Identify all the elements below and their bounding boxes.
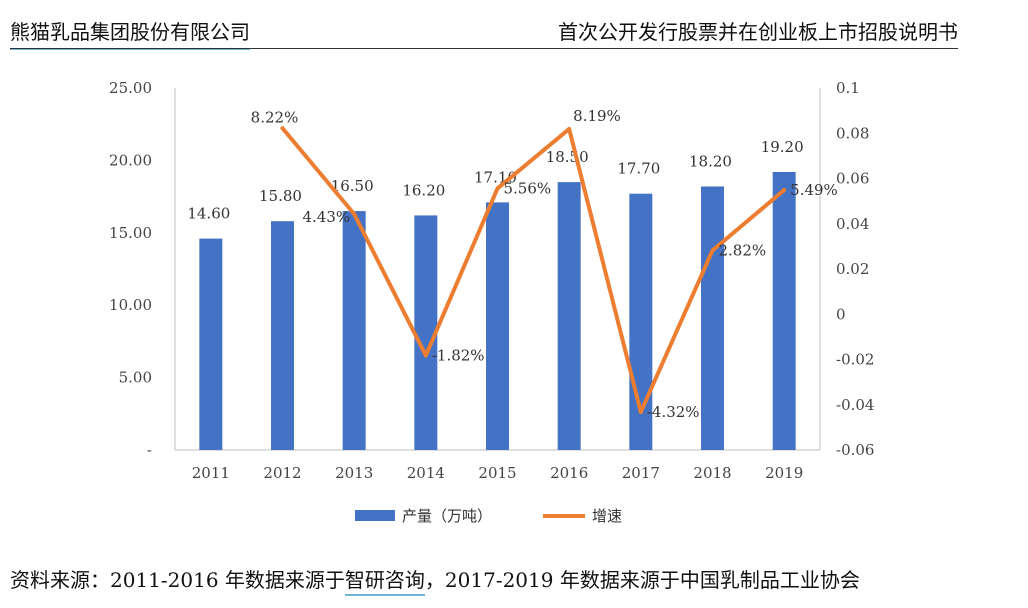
bar-value-label: 14.60 [187, 205, 230, 223]
growth-series-line [280, 126, 787, 414]
legend-label-line: 增速 [592, 507, 622, 525]
left-tick-label: 25.00 [109, 79, 152, 97]
company-name: 熊猫乳品集团股份有限公司 [10, 16, 250, 50]
document-title: 首次公开发行股票并在创业板上市招股说明书 [558, 20, 958, 44]
growth-value-label: -1.82% [432, 346, 485, 364]
legend-label-bar: 产量（万吨） [402, 507, 492, 525]
bars [199, 171, 796, 451]
right-tick-label: 0.06 [836, 170, 869, 188]
bar [772, 171, 796, 450]
bar [486, 202, 509, 450]
growth-point [280, 126, 285, 131]
left-tick-label: 20.00 [109, 151, 152, 169]
x-tick-label: 2015 [478, 464, 516, 482]
growth-point [782, 188, 787, 193]
bar [701, 186, 724, 451]
bar [414, 215, 438, 450]
x-tick-label: 2019 [765, 464, 803, 482]
x-tick-label: 2011 [192, 464, 230, 482]
growth-point [567, 126, 572, 131]
growth-value-label: 5.49% [790, 181, 838, 199]
x-tick-label: 2017 [622, 464, 660, 482]
source-highlight: 智研咨询 [344, 568, 425, 592]
legend: 产量（万吨） 增速 [355, 507, 622, 525]
growth-value-label: -4.32% [647, 403, 700, 421]
growth-line [280, 126, 787, 414]
header-divider [10, 48, 958, 49]
left-tick-label: 10.00 [109, 296, 152, 314]
left-tick-label: - [147, 441, 152, 459]
bar-value-label: 18.50 [546, 148, 589, 166]
bar [199, 238, 223, 450]
x-tick-label: 2013 [335, 464, 373, 482]
right-tick-label: 0.08 [836, 124, 869, 142]
right-tick-label: 0.02 [836, 260, 869, 278]
growth-value-label: 8.22% [251, 108, 299, 126]
bar-value-label: 16.20 [402, 181, 445, 199]
right-tick-label: 0.1 [836, 79, 860, 97]
growth-value-label: 2.82% [719, 241, 767, 259]
growth-labels: 8.22% 4.43% -1.82% 5.56% 8.19% -4.32% 2.82% 5.4… [251, 107, 838, 421]
growth-point [352, 212, 357, 217]
right-tick-label: 0.04 [836, 215, 869, 233]
bar [342, 211, 366, 450]
x-tick-label: 2018 [693, 464, 731, 482]
right-tick-label: -0.02 [836, 351, 874, 369]
growth-point [638, 409, 643, 414]
right-tick-label: -0.06 [836, 441, 874, 459]
legend-swatch-bar [355, 510, 395, 521]
growth-point [495, 186, 500, 191]
bar-value-label: 16.50 [331, 177, 374, 195]
bar-value-label: 15.80 [259, 187, 302, 205]
right-axis-ticks: -0.06 -0.04 -0.02 0 0.02 0.04 0.06 0.08 0.1 [836, 79, 874, 459]
left-axis-ticks: - 5.00 10.00 15.00 20.00 25.00 [109, 79, 152, 459]
bar-value-label: 18.20 [689, 152, 732, 170]
x-tick-label: 2016 [550, 464, 588, 482]
company-underline [10, 48, 250, 50]
x-axis-ticks: 2011 2012 2013 2014 2015 2016 2017 2018 2019 [192, 464, 804, 482]
bar [271, 221, 294, 450]
x-tick-label: 2012 [263, 464, 301, 482]
right-tick-label: 0 [836, 305, 846, 323]
data-source-note: 资料来源：2011-2016 年数据来源于智研咨询，2017-2019 年数据来… [10, 568, 860, 592]
x-tick-label: 2014 [407, 464, 445, 482]
growth-point [423, 353, 428, 358]
growth-point [710, 248, 715, 253]
growth-value-label: 5.56% [504, 179, 552, 197]
bar-value-label: 19.20 [761, 138, 804, 156]
right-tick-label: -0.04 [836, 396, 874, 414]
growth-value-label: 8.19% [573, 107, 621, 125]
left-tick-label: 15.00 [109, 224, 152, 242]
bar-value-label: 17.70 [617, 160, 660, 178]
left-tick-label: 5.00 [119, 369, 152, 387]
growth-value-label: 4.43% [303, 208, 351, 226]
bar [557, 182, 581, 450]
